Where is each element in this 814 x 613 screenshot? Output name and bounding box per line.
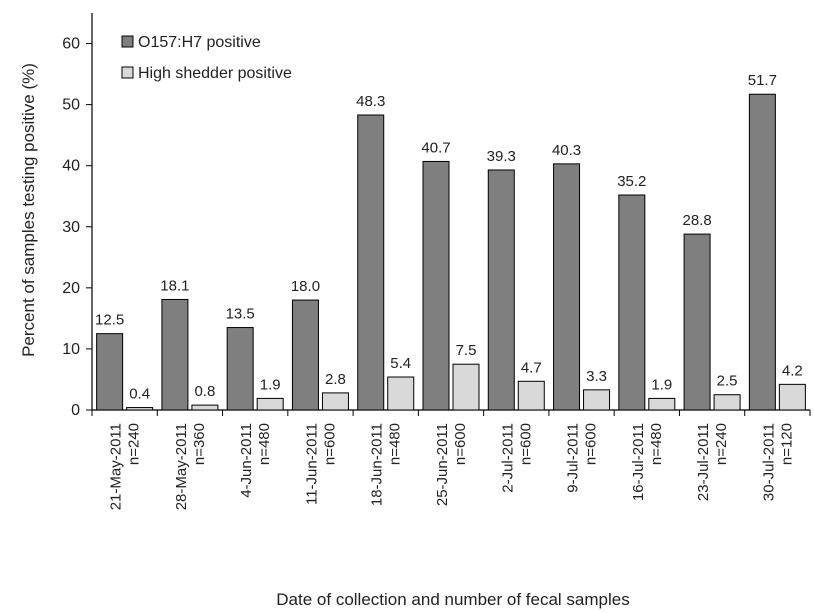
data-label-high-shedder: 0.8 [194,383,215,400]
category-n-label: n=480 [256,423,273,465]
data-label-high-shedder: 1.9 [260,376,281,393]
category-n-label: n=600 [583,423,600,465]
bar-high-shedder [256,397,284,411]
data-label-high-shedder: 5.4 [390,355,411,372]
data-label-o157: 35.2 [617,173,646,190]
bar-high-shedder [583,389,611,411]
category-n-label: n=600 [452,423,469,465]
data-label-high-shedder: 2.8 [325,371,346,388]
category-labels: 21-May-2011 n=240 28-May-2011 n=360 4-Jun-20… [108,423,796,510]
data-labels: 12.5 0.4 18.1 0.8 13.5 1.9 18.0 2.8 48.3 5.4 40.7 7… [95,72,803,402]
category-n-label: n=600 [517,423,534,465]
category-date-label: 28-May-2011 [173,423,190,510]
bar-o157 [357,114,385,411]
data-label-high-shedder: 7.5 [456,342,477,359]
y-tick-label: 60 [62,36,80,53]
data-label-high-shedder: 4.2 [782,362,803,379]
data-label-o157: 12.5 [95,312,124,329]
bars [96,93,806,411]
bar-high-shedder [648,397,676,411]
category-date-label: 4-Jun-2011 [238,423,255,498]
data-label-high-shedder: 1.9 [651,376,672,393]
bar-high-shedder [452,363,480,411]
y-tick-label: 40 [62,158,80,175]
category-date-label: 23-Jul-2011 [695,423,712,501]
data-label-high-shedder: 0.4 [129,386,150,403]
bar-o157 [96,333,124,411]
data-label-high-shedder: 2.5 [717,373,738,390]
legend-swatch-high-shedder [121,66,134,79]
data-label-o157: 28.8 [682,212,711,229]
y-axis-title: Percent of samples testing positive (%) [19,63,38,357]
bar-high-shedder [191,404,219,411]
y-tick-label: 50 [62,97,80,114]
bar-o157 [618,194,646,411]
bar-high-shedder [778,383,806,411]
category-date-label: 9-Jul-2011 [565,423,582,493]
bar-o157 [553,163,581,411]
data-label-o157: 39.3 [487,148,516,165]
category-date-label: 25-Jun-2011 [434,423,451,506]
x-axis-title: Date of collection and number of fecal s… [276,590,629,609]
category-n-label: n=480 [648,423,665,465]
data-label-high-shedder: 3.3 [586,368,607,385]
bar-high-shedder [126,407,154,411]
data-label-o157: 40.7 [421,139,450,156]
y-tick-label: 20 [62,280,80,297]
data-label-o157: 18.0 [291,278,320,295]
legend: O157:H7 positive High shedder positive [121,34,292,82]
category-date-label: 18-Jun-2011 [369,423,386,506]
bar-high-shedder [321,392,349,411]
data-label-o157: 40.3 [552,142,581,159]
y-tick-label: 0 [71,402,80,419]
bar-o157 [487,169,515,411]
category-date-label: 2-Jul-2011 [499,423,516,493]
bar-o157 [226,327,254,411]
data-label-o157: 18.1 [160,277,189,294]
category-n-label: n=120 [778,423,795,465]
bar-o157 [161,298,189,411]
category-date-label: 30-Jul-2011 [760,423,777,501]
data-label-high-shedder: 4.7 [521,359,542,376]
legend-swatch-o157 [121,35,134,48]
legend-label-o157: O157:H7 positive [138,34,261,51]
bar-o157 [748,93,776,411]
category-n-label: n=240 [126,423,143,465]
category-date-label: 11-Jun-2011 [303,423,320,505]
bar-o157 [422,160,450,411]
bar-o157 [291,299,319,411]
category-date-label: 21-May-2011 [108,423,125,510]
category-n-label: n=600 [321,423,338,465]
category-n-label: n=480 [387,423,404,465]
bar-high-shedder [713,394,741,411]
bar-high-shedder [517,380,545,411]
bar-o157 [683,233,711,411]
category-n-label: n=240 [713,423,730,465]
y-tick-label: 10 [62,341,80,358]
category-date-label: 16-Jul-2011 [630,423,647,501]
data-label-o157: 51.7 [748,72,777,89]
bar-high-shedder [387,376,415,411]
data-label-o157: 48.3 [356,93,385,110]
category-n-label: n=360 [191,423,208,465]
legend-label-high-shedder: High shedder positive [138,65,292,82]
data-label-o157: 13.5 [226,306,255,323]
y-tick-label: 30 [62,219,80,236]
